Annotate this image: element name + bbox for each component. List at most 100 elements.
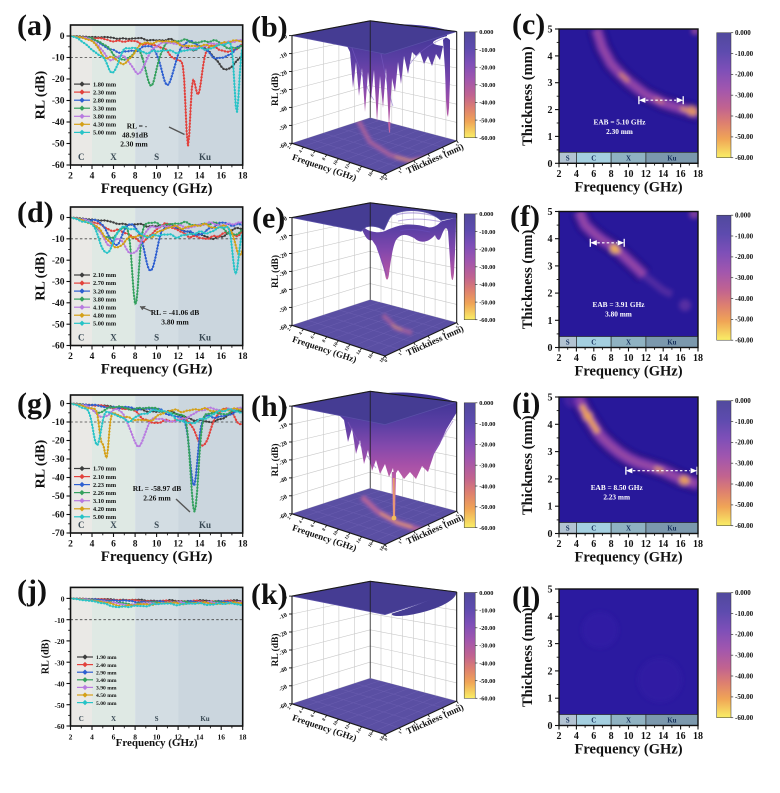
svg-text:Ku: Ku bbox=[667, 525, 676, 533]
svg-text:4.80 mm: 4.80 mm bbox=[93, 312, 117, 319]
svg-text:16: 16 bbox=[676, 353, 686, 364]
svg-text:-20: -20 bbox=[278, 69, 289, 79]
svg-text:-20: -20 bbox=[278, 251, 289, 261]
svg-text:Thickness (mm): Thickness (mm) bbox=[520, 607, 536, 707]
svg-text:-20.00: -20.00 bbox=[479, 442, 495, 449]
svg-text:2: 2 bbox=[412, 344, 418, 349]
svg-text:X: X bbox=[626, 525, 631, 533]
svg-text:-60: -60 bbox=[278, 511, 289, 521]
svg-text:0: 0 bbox=[383, 358, 389, 363]
svg-text:12: 12 bbox=[344, 163, 351, 170]
svg-text:12: 12 bbox=[641, 539, 651, 550]
svg-text:2: 2 bbox=[412, 162, 418, 167]
svg-text:2.30 mm: 2.30 mm bbox=[606, 127, 633, 136]
svg-text:2.40 mm: 2.40 mm bbox=[96, 663, 117, 669]
svg-text:-10: -10 bbox=[55, 616, 65, 625]
svg-text:-10: -10 bbox=[278, 233, 289, 243]
svg-text:(h): (h) bbox=[251, 390, 288, 423]
svg-text:8: 8 bbox=[321, 156, 327, 161]
svg-text:14: 14 bbox=[658, 353, 668, 364]
svg-text:0: 0 bbox=[383, 736, 389, 741]
svg-text:Ku: Ku bbox=[199, 333, 211, 343]
svg-text:-40.00: -40.00 bbox=[735, 112, 754, 120]
svg-text:-30: -30 bbox=[52, 455, 65, 465]
svg-text:-10: -10 bbox=[52, 418, 65, 428]
svg-text:C: C bbox=[591, 525, 596, 533]
svg-text:12: 12 bbox=[641, 169, 651, 180]
svg-text:2: 2 bbox=[557, 731, 562, 742]
svg-text:-20: -20 bbox=[52, 256, 65, 266]
svg-text:-40: -40 bbox=[278, 665, 289, 675]
svg-text:Frequency (GHz): Frequency (GHz) bbox=[574, 364, 682, 380]
svg-text:X: X bbox=[626, 155, 631, 163]
svg-text:4: 4 bbox=[298, 709, 304, 714]
svg-text:-50.00: -50.00 bbox=[735, 316, 754, 324]
svg-text:5: 5 bbox=[455, 513, 461, 518]
svg-text:6: 6 bbox=[111, 540, 116, 550]
svg-text:5.00 mm: 5.00 mm bbox=[93, 130, 117, 137]
svg-text:C: C bbox=[79, 715, 84, 723]
svg-text:4: 4 bbox=[298, 519, 304, 524]
svg-text:3: 3 bbox=[426, 526, 432, 531]
svg-text:Frequency (GHz): Frequency (GHz) bbox=[574, 742, 682, 758]
svg-text:-10: -10 bbox=[52, 54, 65, 64]
svg-text:Thickness (mm): Thickness (mm) bbox=[520, 46, 536, 146]
svg-text:-40: -40 bbox=[52, 474, 65, 484]
svg-text:C: C bbox=[78, 152, 85, 162]
svg-text:Frequency (GHz): Frequency (GHz) bbox=[574, 550, 682, 566]
svg-text:18: 18 bbox=[238, 540, 248, 550]
svg-text:-70: -70 bbox=[52, 529, 65, 539]
svg-text:2.70 mm: 2.70 mm bbox=[93, 280, 117, 287]
svg-text:1: 1 bbox=[397, 730, 403, 735]
svg-text:6: 6 bbox=[591, 731, 596, 742]
svg-text:-60: -60 bbox=[52, 511, 65, 521]
svg-text:-20.00: -20.00 bbox=[735, 631, 754, 639]
svg-text:1: 1 bbox=[397, 169, 403, 174]
svg-text:3: 3 bbox=[548, 261, 553, 272]
svg-text:3.90 mm: 3.90 mm bbox=[96, 686, 117, 692]
svg-text:S: S bbox=[154, 520, 159, 530]
svg-text:3.80 mm: 3.80 mm bbox=[93, 296, 117, 303]
svg-text:-20: -20 bbox=[52, 437, 65, 447]
svg-text:1: 1 bbox=[548, 316, 553, 327]
svg-text:EAB = 3.91 GHz: EAB = 3.91 GHz bbox=[593, 300, 646, 309]
svg-text:0.000: 0.000 bbox=[479, 400, 493, 407]
svg-text:1: 1 bbox=[548, 132, 553, 143]
svg-text:S: S bbox=[566, 339, 570, 347]
svg-text:0: 0 bbox=[60, 214, 65, 224]
svg-text:16: 16 bbox=[676, 539, 686, 550]
svg-text:-20.00: -20.00 bbox=[735, 253, 754, 261]
svg-text:4: 4 bbox=[90, 172, 95, 182]
svg-text:4: 4 bbox=[90, 352, 95, 362]
svg-text:3.10 mm: 3.10 mm bbox=[93, 498, 117, 505]
svg-text:5: 5 bbox=[455, 324, 461, 329]
svg-text:2: 2 bbox=[557, 353, 562, 364]
svg-text:-10: -10 bbox=[278, 51, 289, 61]
svg-text:-50.00: -50.00 bbox=[735, 133, 754, 141]
svg-text:2.90 mm: 2.90 mm bbox=[96, 670, 117, 676]
svg-text:-60: -60 bbox=[55, 722, 65, 731]
svg-text:RL (dB): RL (dB) bbox=[33, 252, 48, 301]
svg-text:X: X bbox=[110, 520, 117, 530]
svg-text:14: 14 bbox=[355, 537, 362, 544]
svg-text:2: 2 bbox=[68, 540, 73, 550]
svg-text:-40: -40 bbox=[278, 105, 289, 115]
svg-text:14: 14 bbox=[195, 540, 205, 550]
svg-text:-10.00: -10.00 bbox=[735, 50, 754, 58]
svg-text:-50.00: -50.00 bbox=[735, 501, 754, 509]
svg-text:16: 16 bbox=[676, 169, 686, 180]
svg-text:1.80 mm: 1.80 mm bbox=[93, 81, 117, 88]
svg-text:-40.00: -40.00 bbox=[479, 282, 495, 289]
svg-text:6: 6 bbox=[309, 713, 315, 718]
svg-text:-30.00: -30.00 bbox=[735, 652, 754, 660]
svg-text:3.80 mm: 3.80 mm bbox=[93, 114, 117, 121]
svg-text:6: 6 bbox=[112, 733, 116, 742]
svg-text:1: 1 bbox=[548, 502, 553, 513]
svg-text:-20.00: -20.00 bbox=[735, 71, 754, 79]
svg-text:0.000: 0.000 bbox=[479, 29, 493, 36]
svg-text:14: 14 bbox=[355, 727, 362, 734]
svg-text:Frequency (GHz): Frequency (GHz) bbox=[116, 737, 198, 749]
svg-text:10: 10 bbox=[332, 159, 339, 166]
svg-text:0.000: 0.000 bbox=[479, 590, 493, 597]
svg-text:10: 10 bbox=[624, 731, 634, 742]
